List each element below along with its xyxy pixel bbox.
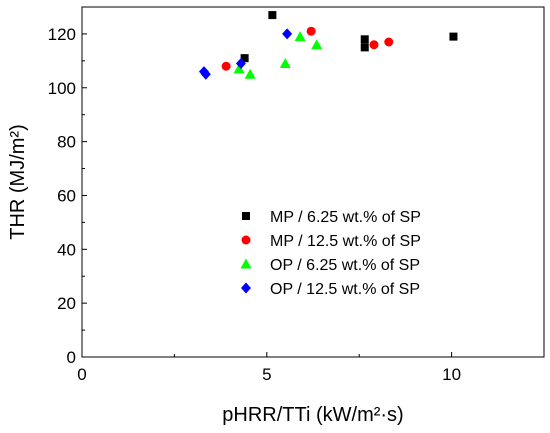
data-point-triangle — [244, 68, 256, 79]
plot-frame — [81, 6, 545, 358]
y-tick-label: 60 — [57, 186, 76, 205]
data-points — [198, 11, 458, 80]
data-point-square — [360, 43, 369, 52]
y-tick-label: 0 — [67, 348, 76, 367]
data-point-diamond — [235, 58, 246, 70]
data-point-triangle — [294, 31, 306, 42]
y-tick-label: 120 — [48, 25, 76, 44]
y-axis-title: THR (MJ/m²) — [7, 124, 29, 240]
data-point-circle — [306, 26, 316, 36]
data-point-triangle — [311, 39, 323, 50]
y-axis: 0 20 40 60 80 100 120 — [48, 25, 87, 367]
x-axis: 0 5 10 — [77, 352, 461, 384]
legend-marker — [241, 235, 251, 245]
data-point-triangle — [233, 63, 245, 74]
data-point-circle — [384, 37, 394, 47]
y-tick-label: 80 — [57, 133, 76, 152]
legend-marker — [241, 282, 251, 294]
x-tick-label: 10 — [442, 365, 461, 384]
legend-marker — [240, 258, 252, 269]
legend: MP / 6.25 wt.% of SP MP / 12.5 wt.% of SP… — [240, 209, 421, 298]
data-point-circle — [369, 40, 379, 50]
data-point-square — [268, 11, 277, 20]
y-tick-label: 40 — [57, 240, 76, 259]
data-point-square — [240, 54, 249, 63]
data-point-diamond — [200, 68, 211, 80]
x-tick-label: 5 — [262, 365, 271, 384]
legend-label: OP / 6.25 wt.% of SP — [270, 257, 420, 274]
x-axis-title: pHRR/TTi (kW/m²·s) — [222, 404, 403, 426]
data-point-square — [360, 35, 369, 44]
legend-label: OP / 12.5 wt.% of SP — [270, 281, 420, 298]
y-tick-label: 100 — [48, 79, 76, 98]
data-point-diamond — [282, 28, 293, 40]
x-tick-label: 0 — [77, 365, 86, 384]
legend-marker — [242, 212, 250, 220]
data-point-square — [449, 32, 458, 41]
data-point-circle — [221, 61, 231, 71]
legend-label: MP / 6.25 wt.% of SP — [270, 209, 421, 226]
y-tick-label: 20 — [57, 294, 76, 313]
data-point-triangle — [279, 58, 291, 69]
legend-label: MP / 12.5 wt.% of SP — [270, 233, 421, 250]
